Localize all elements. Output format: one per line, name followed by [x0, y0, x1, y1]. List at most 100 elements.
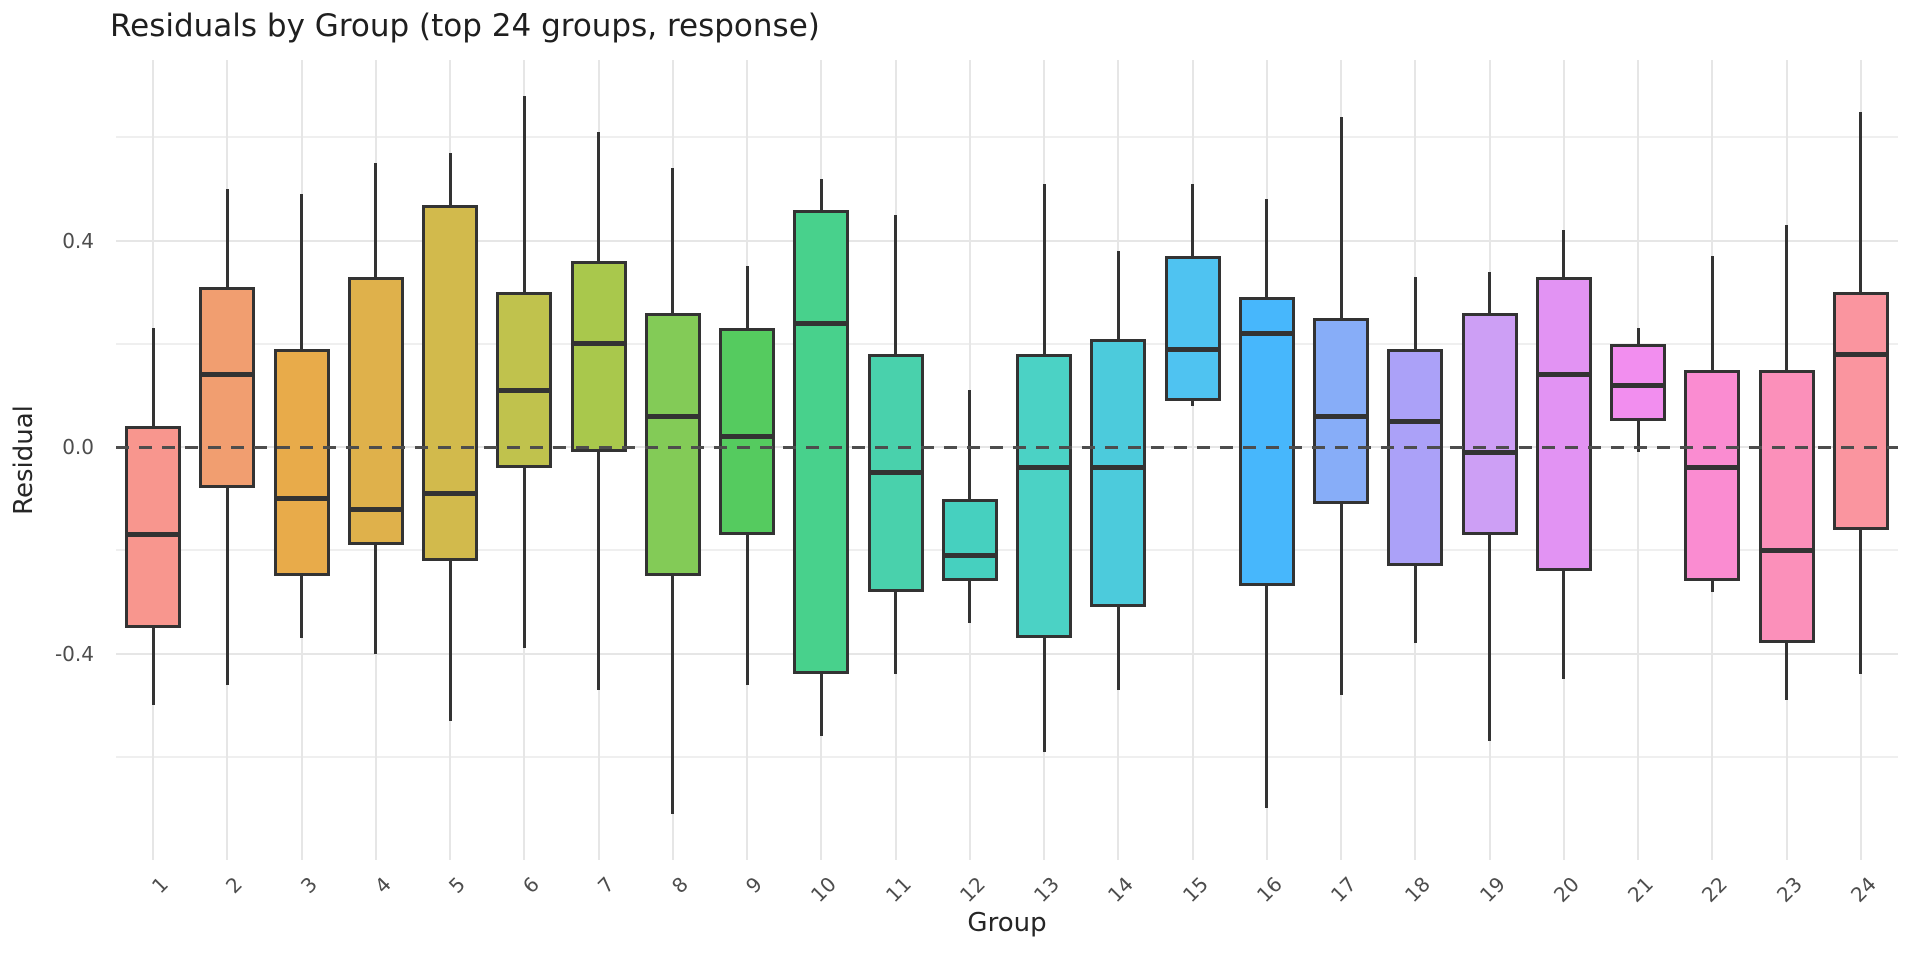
- x-tick-label: 17: [1326, 872, 1362, 907]
- lower-whisker: [1413, 565, 1417, 644]
- median-line: [1538, 372, 1589, 378]
- iqr-box: [719, 328, 776, 535]
- iqr-box: [422, 204, 479, 561]
- median-line: [1613, 382, 1664, 388]
- gridline-vertical: [1191, 60, 1194, 860]
- upper-whisker: [1710, 256, 1714, 370]
- iqr-box: [496, 292, 553, 468]
- lower-whisker: [968, 581, 972, 623]
- y-tick-label: 0.0: [62, 435, 94, 460]
- lower-whisker: [1191, 400, 1195, 406]
- x-tick-label: 5: [444, 872, 471, 898]
- median-line: [276, 496, 327, 502]
- lower-whisker: [597, 452, 601, 690]
- lower-whisker: [1265, 586, 1269, 809]
- x-tick-label: 16: [1251, 872, 1287, 907]
- gridline-horizontal-minor: [116, 755, 1898, 758]
- upper-whisker: [151, 328, 155, 427]
- iqr-box: [941, 498, 998, 582]
- lower-whisker: [819, 674, 823, 737]
- median-line: [350, 506, 401, 512]
- upper-whisker: [894, 214, 898, 355]
- x-tick-label: 23: [1771, 872, 1807, 907]
- iqr-box: [1535, 276, 1592, 571]
- iqr-box: [1164, 256, 1221, 401]
- lower-whisker: [225, 488, 229, 685]
- iqr-box: [793, 209, 850, 675]
- median-line: [128, 532, 179, 538]
- upper-whisker: [745, 266, 749, 329]
- chart-title: Residuals by Group (top 24 groups, respo…: [110, 8, 820, 44]
- lower-whisker: [522, 467, 526, 649]
- x-tick-label: 3: [295, 872, 322, 898]
- lower-whisker: [1785, 643, 1789, 700]
- upper-whisker: [1562, 230, 1566, 277]
- x-tick-label: 22: [1697, 872, 1733, 907]
- median-line: [1390, 418, 1441, 424]
- median-line: [944, 552, 995, 558]
- iqr-box: [1610, 343, 1667, 422]
- lower-whisker: [1042, 638, 1046, 752]
- upper-whisker: [1413, 276, 1417, 350]
- upper-whisker: [1785, 225, 1789, 370]
- lower-whisker: [151, 627, 155, 706]
- upper-whisker: [1191, 183, 1195, 257]
- lower-whisker: [1116, 607, 1120, 690]
- median-line: [647, 413, 698, 419]
- median-line: [1019, 465, 1070, 471]
- upper-whisker: [300, 194, 304, 350]
- lower-whisker: [374, 545, 378, 654]
- x-tick-label: 4: [369, 872, 396, 898]
- gridline-horizontal-major: [116, 239, 1898, 242]
- median-line: [1241, 331, 1292, 337]
- iqr-box: [1238, 297, 1295, 587]
- median-line: [796, 320, 847, 326]
- lower-whisker: [300, 576, 304, 639]
- iqr-box: [125, 426, 182, 628]
- median-line: [870, 470, 921, 476]
- lower-whisker: [1710, 581, 1714, 592]
- upper-whisker: [1116, 250, 1120, 339]
- x-tick-label: 10: [806, 872, 842, 907]
- x-tick-label: 18: [1400, 872, 1436, 907]
- upper-whisker: [1042, 183, 1046, 355]
- iqr-box: [1461, 312, 1518, 535]
- y-axis-title: Residual: [9, 405, 39, 515]
- median-line: [1316, 413, 1367, 419]
- median-line: [1761, 547, 1812, 553]
- upper-whisker: [1859, 111, 1863, 293]
- median-line: [1093, 465, 1144, 471]
- x-tick-label: 8: [666, 872, 693, 898]
- lower-whisker: [894, 591, 898, 675]
- upper-whisker: [1339, 116, 1343, 319]
- median-line: [1167, 346, 1218, 352]
- upper-whisker: [448, 152, 452, 205]
- lower-whisker: [745, 534, 749, 685]
- median-line: [202, 372, 253, 378]
- lower-whisker: [448, 560, 452, 721]
- iqr-box: [1090, 338, 1147, 608]
- median-line: [573, 341, 624, 347]
- upper-whisker: [1636, 328, 1640, 344]
- upper-whisker: [819, 178, 823, 210]
- upper-whisker: [1265, 199, 1269, 298]
- y-tick-label: -0.4: [54, 641, 94, 666]
- gridline-horizontal-minor: [116, 342, 1898, 345]
- iqr-box: [644, 312, 701, 577]
- x-tick-label: 21: [1623, 872, 1659, 907]
- lower-whisker: [1859, 529, 1863, 675]
- median-line: [1464, 449, 1515, 455]
- iqr-box: [1313, 318, 1370, 504]
- median-line: [1687, 465, 1738, 471]
- median-line: [722, 434, 773, 440]
- iqr-box: [347, 276, 404, 546]
- x-tick-label: 2: [221, 872, 248, 898]
- iqr-box: [1387, 349, 1444, 566]
- iqr-box: [1832, 292, 1889, 530]
- median-line: [425, 491, 476, 497]
- x-tick-label: 7: [592, 872, 619, 898]
- median-line: [499, 387, 550, 393]
- upper-whisker: [1488, 271, 1492, 313]
- iqr-box: [867, 354, 924, 592]
